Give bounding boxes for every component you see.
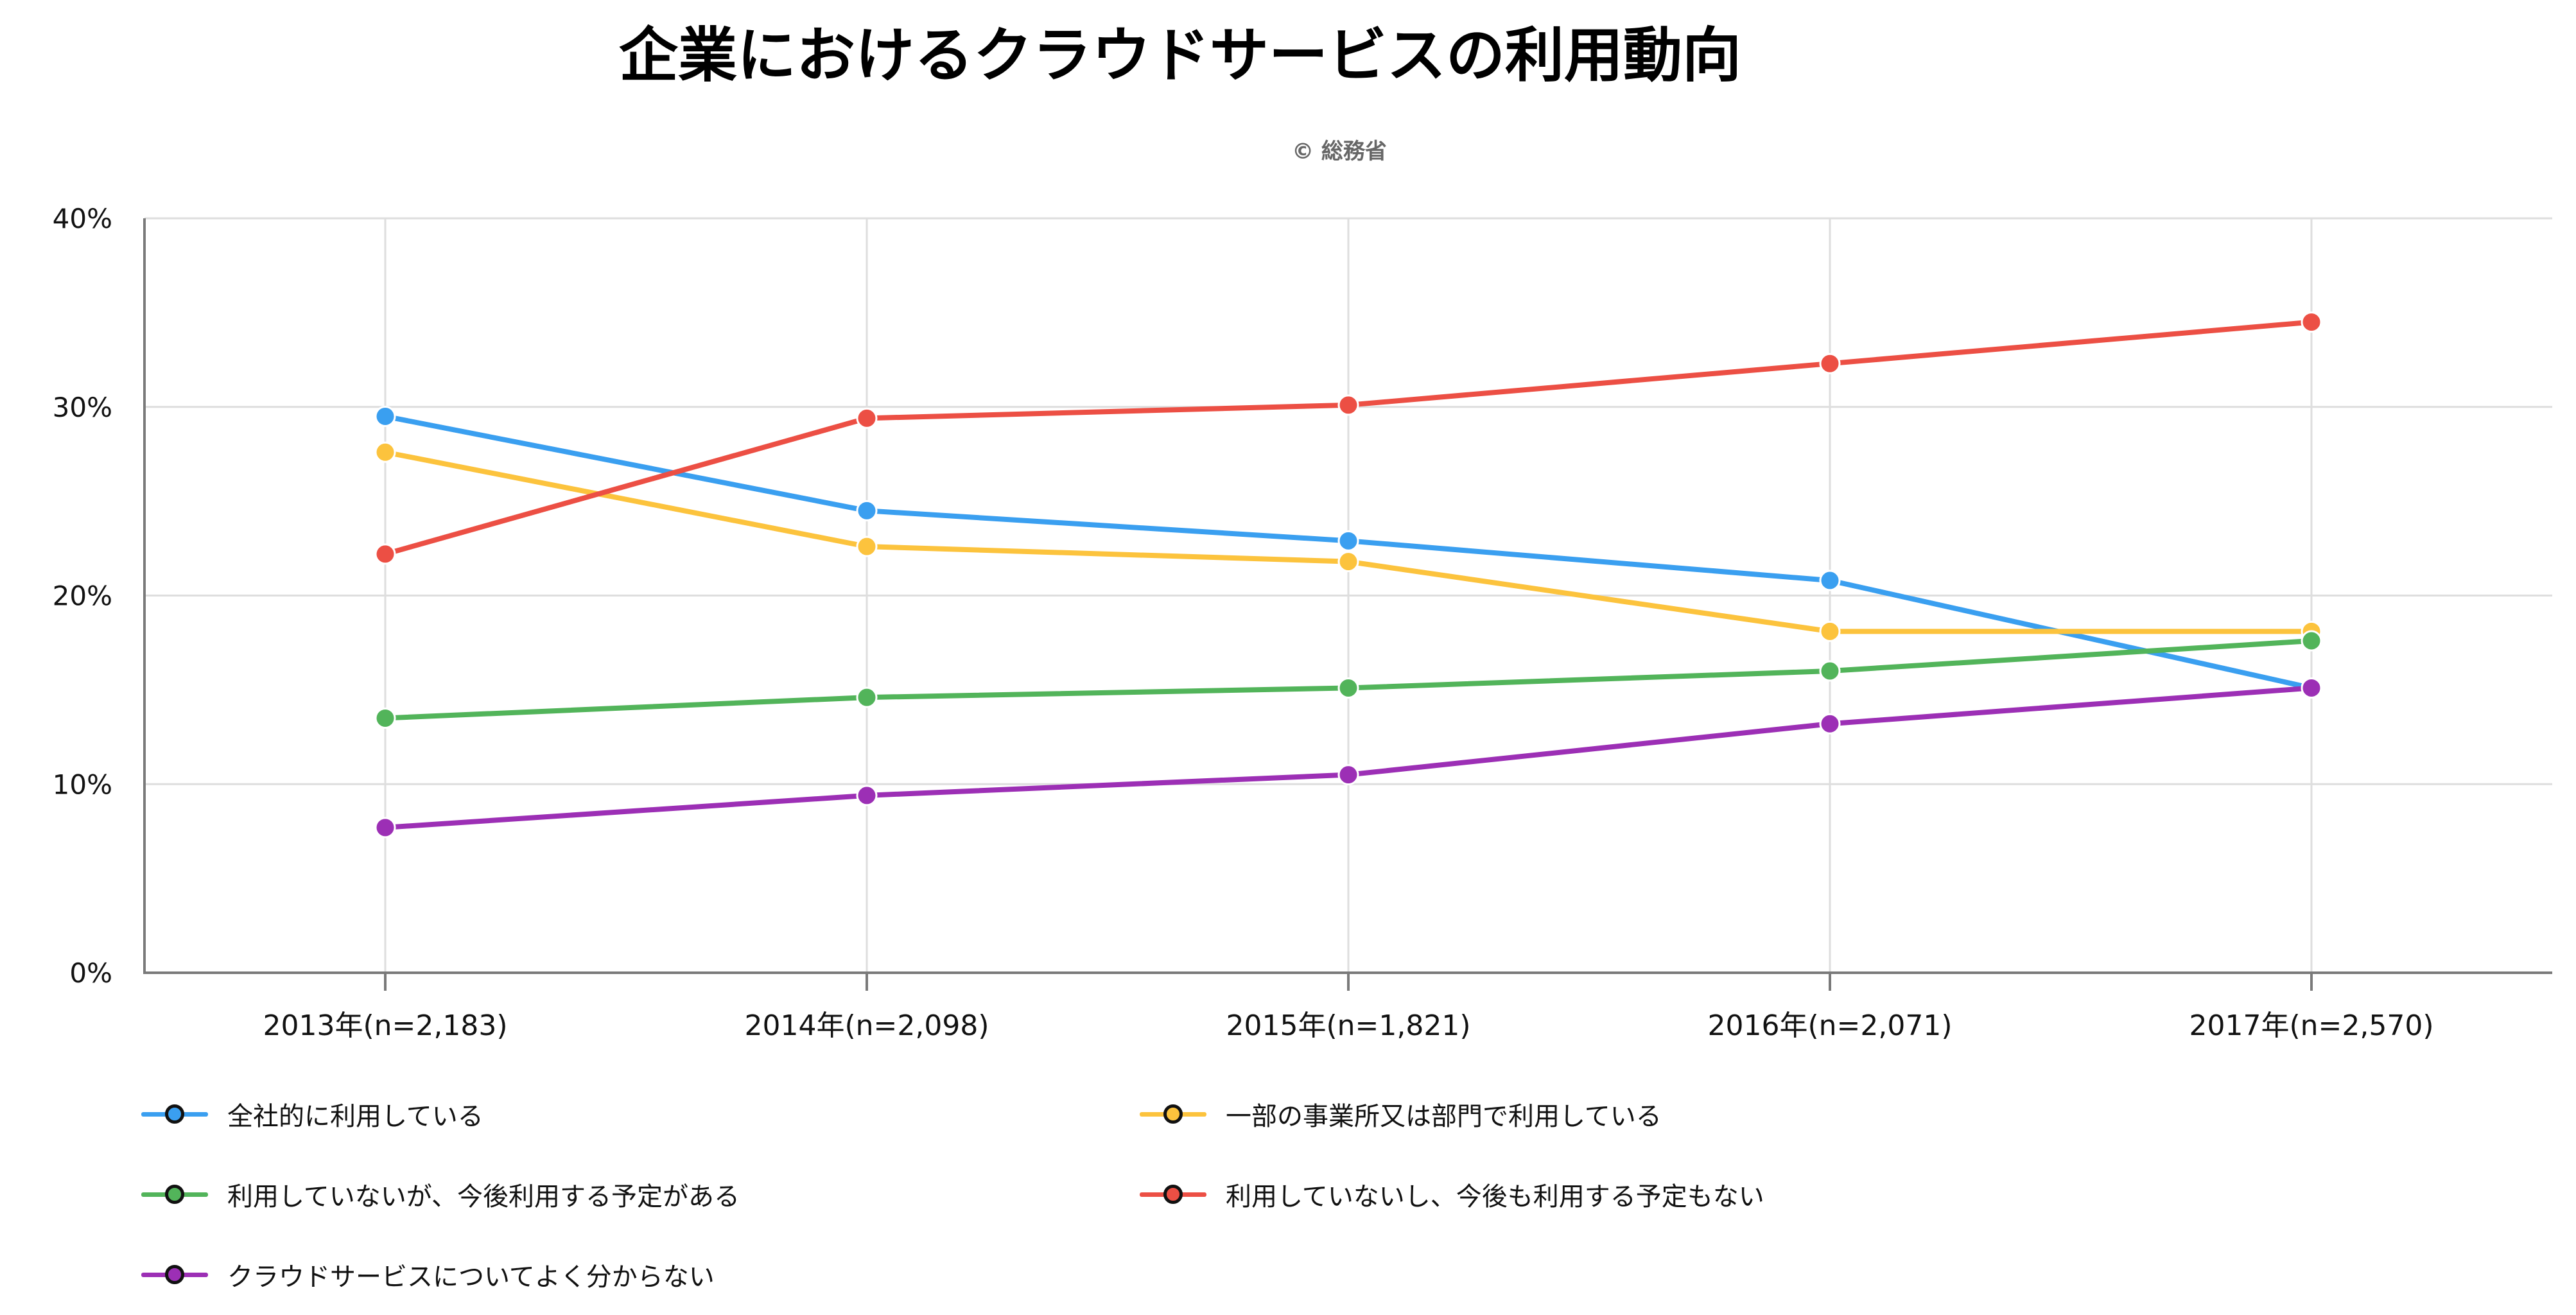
legend-swatch-icon [1140,1101,1206,1127]
data-point[interactable] [1337,530,1359,552]
legend-item[interactable]: 利用していないし、今後も利用する予定もない [1140,1169,1764,1220]
legend-marker-icon [165,1265,184,1284]
legend-marker-icon [1163,1185,1183,1204]
legend-label: クラウドサービスについてよく分からない [227,1262,715,1292]
x-tick-label: 2017年(n=2,570) [2189,1009,2433,1042]
data-point[interactable] [1819,353,1841,374]
legend-swatch-icon [1140,1181,1206,1207]
data-point[interactable] [856,500,878,521]
y-tick-label: 30% [53,392,112,423]
data-point[interactable] [1337,764,1359,786]
data-point[interactable] [2301,311,2322,333]
data-point[interactable] [1819,660,1841,682]
data-point[interactable] [374,405,396,427]
x-tick-label: 2016年(n=2,071) [1707,1009,1952,1042]
data-point[interactable] [1819,620,1841,642]
series-2 [374,630,2322,729]
legend-item[interactable]: 全社的に利用している [141,1088,483,1140]
data-point[interactable] [2301,677,2322,699]
series-0 [374,405,2322,699]
legend-marker-icon [1163,1104,1183,1124]
legend: 全社的に利用している 一部の事業所又は部門で利用している利用していないが、今後利用… [141,1088,2517,1300]
legend-label: 全社的に利用している [227,1102,483,1131]
chart-title: 企業におけるクラウドサービスの利用動向 [619,21,1741,90]
legend-item[interactable]: 一部の事業所又は部門で利用している [1140,1088,1662,1140]
legend-swatch-icon [141,1262,208,1287]
data-point[interactable] [374,817,396,839]
series-3 [374,311,2322,565]
axes: 0% 10% 20% 30% 40% 2013年(n=2,183) 2014年(n=2,09… [53,203,2552,1042]
legend-item[interactable]: 利用していないが、今後利用する予定がある [141,1169,740,1220]
series-1 [374,441,2322,642]
x-tick-label: 2013年(n=2,183) [263,1009,507,1042]
x-tick-label: 2014年(n=2,098) [744,1009,989,1042]
data-point[interactable] [1337,551,1359,573]
data-point[interactable] [374,543,396,565]
legend-label: 一部の事業所又は部門で利用している [1226,1102,1662,1131]
y-tick-label: 0% [69,957,112,989]
legend-label: 利用していないし、今後も利用する予定もない [1226,1182,1764,1212]
legend-marker-icon [165,1185,184,1204]
series-4 [374,677,2322,839]
y-tick-label: 40% [53,203,112,234]
data-point[interactable] [374,707,396,729]
data-point[interactable] [2301,630,2322,652]
x-tick-label: 2015年(n=1,821) [1226,1009,1470,1042]
y-tick-label: 20% [53,580,112,612]
series-layer [374,311,2322,839]
data-point[interactable] [1819,570,1841,591]
legend-item[interactable]: クラウドサービスについてよく分からない [141,1249,715,1300]
legend-label: 利用していないが、今後利用する予定がある [227,1182,740,1212]
data-point[interactable] [374,441,396,463]
legend-swatch-icon [141,1101,208,1127]
data-point[interactable] [856,785,878,806]
data-point[interactable] [856,407,878,429]
data-point[interactable] [1337,677,1359,699]
data-point[interactable] [856,536,878,557]
y-tick-label: 10% [53,769,112,800]
chart-subtitle: © 総務省 [1292,139,1387,164]
data-point[interactable] [1337,394,1359,416]
legend-marker-icon [165,1104,184,1124]
legend-swatch-icon [141,1181,208,1207]
data-point[interactable] [856,686,878,708]
data-point[interactable] [1819,713,1841,735]
